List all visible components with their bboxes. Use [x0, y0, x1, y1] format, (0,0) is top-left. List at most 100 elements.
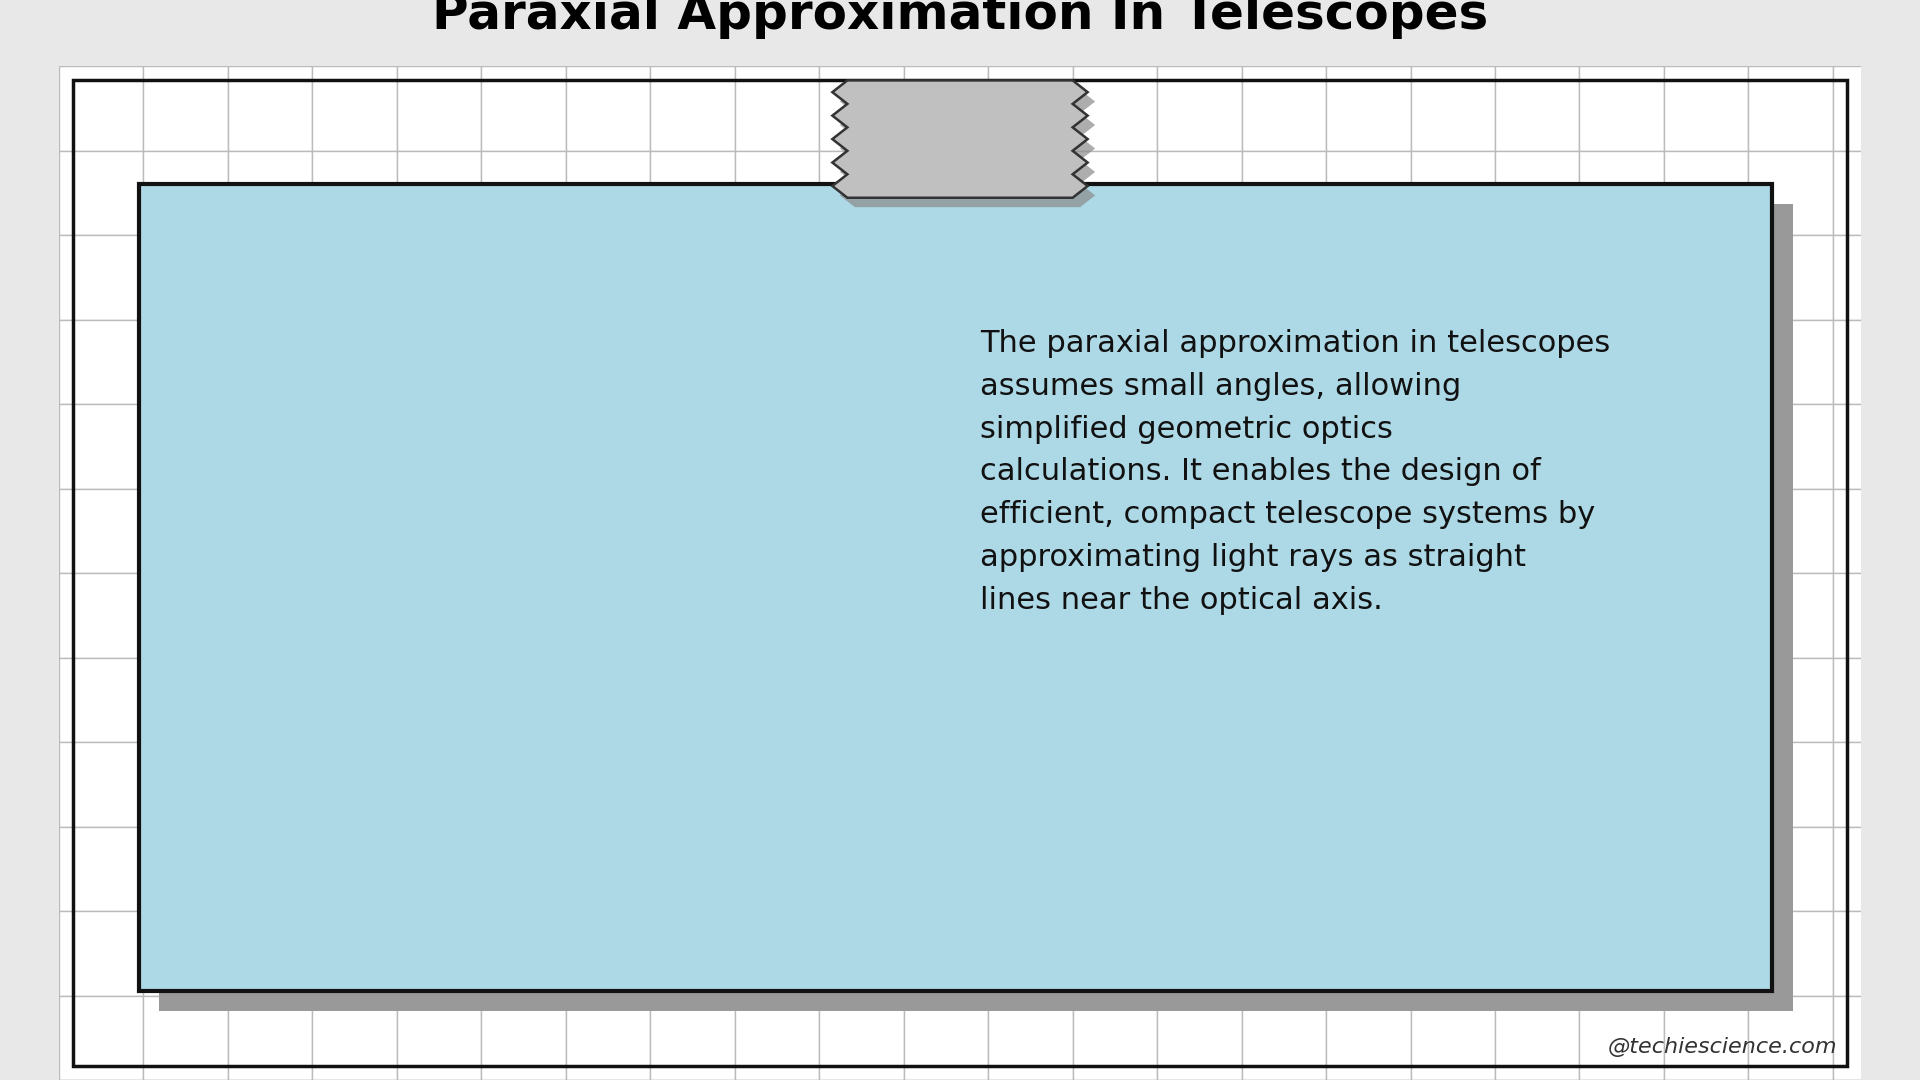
Bar: [397, 404, 482, 489]
Bar: [1749, 489, 1834, 573]
Bar: [1073, 404, 1158, 489]
Bar: [1749, 320, 1834, 404]
Bar: [651, 489, 735, 573]
Bar: [1411, 235, 1496, 320]
Bar: [1580, 320, 1665, 404]
Bar: [228, 826, 313, 912]
Bar: [1749, 151, 1834, 235]
Bar: [820, 826, 904, 912]
Bar: [1749, 742, 1834, 826]
Bar: [313, 66, 397, 151]
Bar: [397, 912, 482, 996]
Bar: [1834, 320, 1918, 404]
Bar: [313, 320, 397, 404]
Bar: [989, 235, 1073, 320]
Bar: [482, 996, 566, 1080]
Bar: [397, 658, 482, 742]
Bar: [1918, 235, 1920, 320]
Bar: [1749, 66, 1834, 151]
Bar: [1496, 658, 1580, 742]
Bar: [735, 573, 820, 658]
Bar: [904, 404, 989, 489]
Bar: [397, 235, 482, 320]
Bar: [651, 912, 735, 996]
Bar: [1411, 826, 1496, 912]
Bar: [1580, 826, 1665, 912]
Bar: [1665, 742, 1749, 826]
Bar: [482, 320, 566, 404]
Bar: [1665, 826, 1749, 912]
Bar: [482, 151, 566, 235]
Bar: [144, 320, 228, 404]
Bar: [1580, 912, 1665, 996]
Bar: [60, 404, 144, 489]
Bar: [144, 489, 228, 573]
Bar: [1749, 658, 1834, 742]
Bar: [735, 151, 820, 235]
Bar: [482, 573, 566, 658]
Bar: [1242, 912, 1327, 996]
Bar: [228, 573, 313, 658]
Bar: [60, 151, 144, 235]
Bar: [1327, 235, 1411, 320]
Bar: [904, 742, 989, 826]
Bar: [904, 320, 989, 404]
Bar: [60, 235, 144, 320]
Bar: [482, 235, 566, 320]
Bar: [397, 996, 482, 1080]
Bar: [1073, 742, 1158, 826]
Bar: [1073, 573, 1158, 658]
Polygon shape: [833, 80, 1087, 198]
Text: The paraxial approximation in telescopes
assumes small angles, allowing
simplifi: The paraxial approximation in telescopes…: [979, 329, 1611, 615]
Bar: [1918, 151, 1920, 235]
Bar: [904, 658, 989, 742]
Bar: [228, 996, 313, 1080]
Bar: [1834, 235, 1918, 320]
Bar: [313, 489, 397, 573]
Bar: [1158, 320, 1242, 404]
Bar: [313, 912, 397, 996]
Bar: [1918, 489, 1920, 573]
Bar: [1158, 996, 1242, 1080]
Bar: [1496, 912, 1580, 996]
Bar: [1580, 404, 1665, 489]
Bar: [989, 489, 1073, 573]
Bar: [397, 826, 482, 912]
Bar: [1073, 658, 1158, 742]
Bar: [1496, 573, 1580, 658]
Bar: [482, 658, 566, 742]
Bar: [1918, 404, 1920, 489]
Bar: [904, 235, 989, 320]
Polygon shape: [839, 90, 1094, 207]
Bar: [1918, 658, 1920, 742]
Bar: [482, 742, 566, 826]
Bar: [397, 573, 482, 658]
Bar: [144, 658, 228, 742]
Bar: [1073, 320, 1158, 404]
Bar: [313, 235, 397, 320]
Bar: [1665, 658, 1749, 742]
Bar: [651, 573, 735, 658]
Bar: [1158, 489, 1242, 573]
Bar: [1242, 573, 1327, 658]
Bar: [1749, 235, 1834, 320]
Bar: [1918, 996, 1920, 1080]
Bar: [1496, 404, 1580, 489]
Bar: [989, 404, 1073, 489]
Bar: [735, 489, 820, 573]
Bar: [313, 151, 397, 235]
Bar: [1327, 320, 1411, 404]
Bar: [1665, 235, 1749, 320]
Bar: [1496, 742, 1580, 826]
Bar: [820, 404, 904, 489]
Bar: [1242, 151, 1327, 235]
Bar: [1242, 235, 1327, 320]
Bar: [1834, 996, 1918, 1080]
Bar: [1242, 996, 1327, 1080]
Bar: [1073, 996, 1158, 1080]
Bar: [60, 66, 144, 151]
Bar: [313, 404, 397, 489]
Bar: [397, 320, 482, 404]
Bar: [60, 658, 144, 742]
Bar: [1496, 151, 1580, 235]
